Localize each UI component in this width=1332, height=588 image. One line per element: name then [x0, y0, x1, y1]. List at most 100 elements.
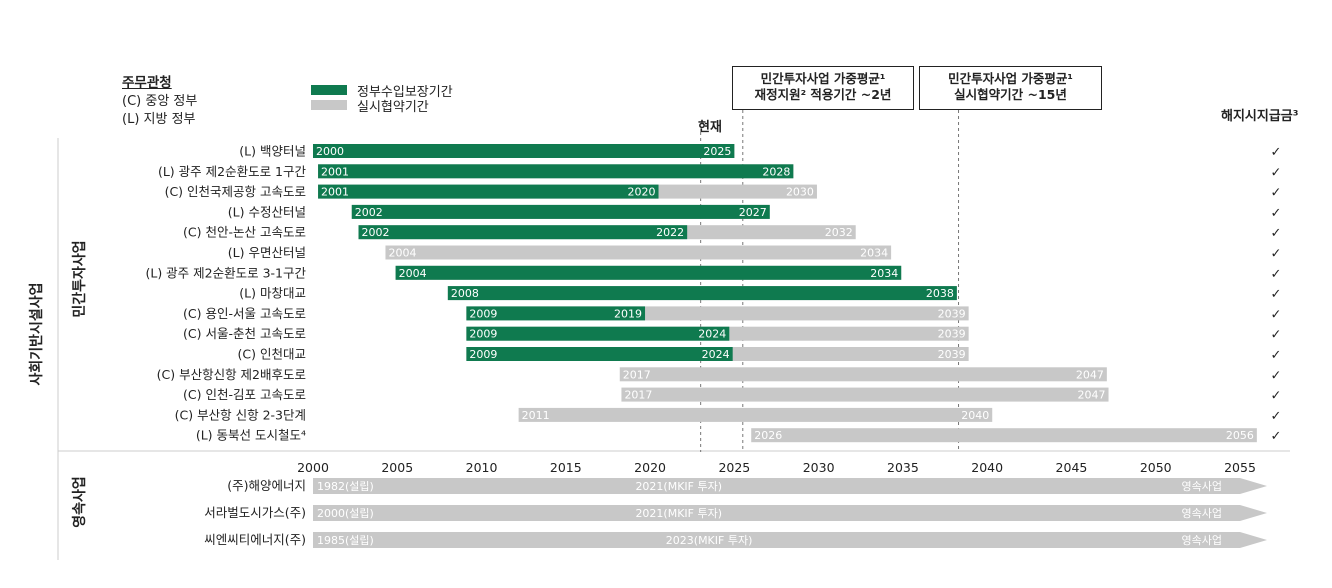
bar-end-label: 2025: [703, 145, 731, 158]
perpetual-project-name: 서라벌도시가스(주): [204, 505, 306, 520]
x-tick-label: 2005: [381, 460, 413, 475]
guarantee-bar: [318, 184, 659, 199]
perpetual-row: 서라벌도시가스(주) 2000(설립) 2021(MKIF 투자) 영속사업: [204, 505, 1267, 521]
project-row: (L) 동북선 도시철도⁴ 2026 2056 ✓: [196, 428, 1282, 445]
guarantee-bar: [447, 286, 957, 301]
termination-check: ✓: [1271, 409, 1282, 424]
x-tick-label: 2025: [718, 460, 750, 475]
project-name: (C) 부산항 신항 2-3단계: [175, 407, 306, 422]
perpetual-row: (주)해양에너지 1982(설립) 2021(MKIF 투자) 영속사업: [227, 478, 1267, 494]
project-row: (C) 인천국제공항 고속도로 2001 2020 2030 ✓: [165, 184, 1282, 201]
bar-start-label: 2011: [522, 409, 550, 422]
bar-start-label: 2004: [399, 267, 427, 280]
project-row: (C) 용인-서울 고속도로 2009 2019 2039 ✓: [183, 306, 1281, 323]
project-name: (L) 광주 제2순환도로 3-1구간: [145, 265, 306, 280]
x-tick-label: 2050: [1140, 460, 1172, 475]
termination-check: ✓: [1271, 307, 1282, 322]
guarantee-bar: [466, 306, 646, 321]
project-row: (C) 부산항신항 제2배후도로 2017 2047 ✓: [157, 367, 1282, 384]
perpetual-arrow: [313, 505, 1267, 521]
termination-check: ✓: [1271, 328, 1282, 343]
concession-bar: [518, 407, 993, 422]
project-name: (C) 인천-김포 고속도로: [183, 387, 306, 402]
x-tick-label: 2045: [1056, 460, 1088, 475]
bar-end-label: 2047: [1078, 389, 1106, 402]
project-name: (C) 용인-서울 고속도로: [183, 306, 306, 321]
concession-bar: [621, 387, 1109, 402]
bar-start-label: 2001: [321, 165, 349, 178]
project-name: (L) 광주 제2순환도로 1구간: [158, 164, 307, 179]
perpetual-mid-label: 2023(MKIF 투자): [666, 534, 753, 547]
project-name: (L) 수정산터널: [228, 204, 306, 219]
bar-end-label: 2038: [926, 287, 954, 300]
project-name: (C) 서울-춘천 고속도로: [183, 326, 306, 341]
project-name: (C) 인천대교: [238, 347, 306, 362]
bar-end-label: 2056: [1226, 429, 1254, 442]
x-tick-label: 2015: [550, 460, 582, 475]
perpetual-start-label: 1985(설립): [317, 534, 374, 547]
bar-mid-label: 2020: [628, 186, 656, 199]
bar-end-label: 2027: [739, 206, 767, 219]
bar-start-label: 2026: [754, 429, 782, 442]
guarantee-bar: [313, 144, 735, 158]
legend-central-government: (C) 중앙 정부: [122, 94, 198, 109]
guarantee-bar: [466, 347, 733, 361]
termination-check: ✓: [1271, 267, 1282, 282]
x-tick-label: 2055: [1224, 460, 1256, 475]
termination-check: ✓: [1271, 389, 1282, 404]
bar-mid-label: 2024: [698, 328, 726, 341]
termination-check: ✓: [1271, 226, 1282, 241]
bar-end-label: 2040: [961, 409, 989, 422]
perpetual-end-label: 영속사업: [1182, 534, 1222, 547]
project-name: (C) 천안-논산 고속도로: [183, 225, 306, 240]
project-name: (C) 인천국제공항 고속도로: [165, 184, 306, 199]
project-row: (L) 광주 제2순환도로 1구간 2001 2028 ✓: [158, 164, 1282, 181]
project-row: (C) 천안-논산 고속도로 2002 2022 2032 ✓: [183, 225, 1281, 242]
project-row: (L) 마창대교 2008 2038 ✓: [239, 286, 1281, 303]
bar-start-label: 2009: [469, 307, 497, 320]
project-row: (L) 광주 제2순환도로 3-1구간 2004 2034 ✓: [145, 265, 1281, 282]
bar-end-label: 2039: [938, 307, 966, 320]
box2-line1: 민간투자사업 가중평균¹: [948, 71, 1073, 86]
perpetual-group-label: 영속사업: [71, 476, 88, 528]
project-name: (C) 부산항신항 제2배후도로: [157, 367, 306, 382]
outer-group-label: 사회기반시설사업: [28, 282, 45, 385]
termination-check: ✓: [1271, 247, 1282, 262]
bar-start-label: 2002: [355, 206, 383, 219]
legend-guarantee-swatch: [311, 85, 347, 95]
termination-check: ✓: [1271, 145, 1282, 160]
bar-mid-label: 2019: [614, 307, 642, 320]
guarantee-bar: [351, 204, 770, 219]
legend-concession-label: 실시협약기간: [357, 100, 429, 115]
bar-start-label: 2001: [321, 186, 349, 199]
perpetual-mid-label: 2021(MKIF 투자): [635, 480, 722, 493]
project-row: (C) 부산항 신항 2-3단계 2011 2040 ✓: [175, 407, 1282, 424]
box2-line2: 실시협약기간 ~15년: [954, 87, 1067, 102]
weighted-avg-support-box: 민간투자사업 가중평균¹ 재정지원² 적용기간 ~2년: [732, 66, 914, 110]
termination-check: ✓: [1271, 429, 1282, 444]
project-name: (L) 우면산터널: [228, 245, 306, 260]
termination-check: ✓: [1271, 165, 1282, 180]
box1-line1: 민간투자사업 가중평균¹: [760, 71, 886, 86]
x-tick-label: 2020: [634, 460, 666, 475]
project-name: (L) 백양터널: [239, 144, 306, 159]
bar-end-label: 2032: [825, 226, 853, 239]
bar-end-label: 2039: [938, 328, 966, 341]
ppp-group-label: 민간투자사업: [71, 240, 88, 317]
termination-check: ✓: [1271, 206, 1282, 221]
termination-check: ✓: [1271, 368, 1282, 383]
concession-bar: [751, 428, 1257, 443]
x-tick-label: 2030: [803, 460, 835, 475]
bar-start-label: 2004: [388, 247, 416, 260]
bar-start-label: 2009: [469, 348, 497, 361]
perpetual-start-label: 2000(설립): [317, 507, 374, 520]
bar-start-label: 2002: [362, 226, 390, 239]
bar-end-label: 2028: [762, 165, 790, 178]
bar-end-label: 2034: [860, 247, 888, 260]
perpetual-mid-label: 2021(MKIF 투자): [635, 507, 722, 520]
perpetual-arrow: [313, 532, 1267, 548]
bar-start-label: 2017: [624, 389, 652, 402]
bar-mid-label: 2022: [656, 226, 684, 239]
project-name: (L) 마창대교: [239, 286, 306, 301]
